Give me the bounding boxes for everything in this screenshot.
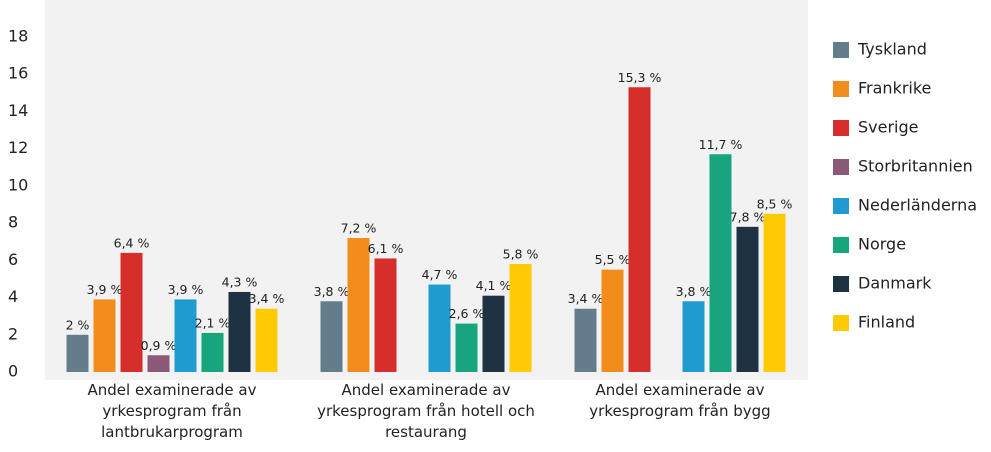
value-label: 8,5 % xyxy=(757,196,793,211)
legend-swatch xyxy=(833,237,849,253)
legend-label: Frankrike xyxy=(858,79,931,98)
value-label: 2 % xyxy=(66,317,90,332)
bar xyxy=(509,264,532,372)
legend-swatch xyxy=(833,198,849,214)
value-label: 5,5 % xyxy=(595,252,631,267)
legend-swatch xyxy=(833,159,849,175)
legend-label: Storbritannien xyxy=(858,157,973,176)
value-label: 2,6 % xyxy=(449,306,485,321)
y-tick-label: 14 xyxy=(8,101,28,120)
bar xyxy=(228,291,251,372)
value-label: 4,1 % xyxy=(476,278,512,293)
y-tick-label: 18 xyxy=(8,27,28,46)
value-label: 6,4 % xyxy=(114,235,150,250)
value-label: 6,1 % xyxy=(368,241,404,256)
bar xyxy=(736,226,759,372)
plot-background xyxy=(45,0,808,380)
bar xyxy=(455,323,478,372)
value-label: 2,1 % xyxy=(195,315,231,330)
bar xyxy=(347,238,370,372)
legend-swatch xyxy=(833,42,849,58)
bar xyxy=(601,269,624,372)
legend-label: Danmark xyxy=(858,274,932,293)
y-tick-label: 2 xyxy=(8,324,18,343)
bar xyxy=(66,334,89,372)
value-label: 7,2 % xyxy=(341,221,377,236)
value-label: 3,9 % xyxy=(168,282,204,297)
value-label: 5,8 % xyxy=(503,247,539,262)
legend-label: Finland xyxy=(858,313,915,332)
x-tick-label: Andel examinerade av yrkesprogram från b… xyxy=(589,381,771,420)
bar xyxy=(574,308,597,372)
value-label: 4,3 % xyxy=(222,274,258,289)
y-tick-label: 10 xyxy=(8,175,28,194)
legend-label: Norge xyxy=(858,235,906,254)
legend-swatch xyxy=(833,276,849,292)
bar xyxy=(120,252,143,372)
bar xyxy=(628,87,651,372)
y-tick-label: 6 xyxy=(8,250,18,269)
bar xyxy=(374,258,397,372)
legend-swatch xyxy=(833,315,849,331)
bar xyxy=(428,284,451,372)
value-label: 3,4 % xyxy=(249,291,285,306)
bar xyxy=(482,295,505,372)
value-label: 11,7 % xyxy=(699,137,743,152)
value-label: 4,7 % xyxy=(422,267,458,282)
value-label: 3,9 % xyxy=(87,282,123,297)
bar xyxy=(320,301,343,372)
legend-swatch xyxy=(833,81,849,97)
bar xyxy=(763,213,786,372)
y-tick-label: 0 xyxy=(8,362,18,381)
bar xyxy=(174,299,197,372)
bar xyxy=(255,308,278,372)
legend-label: Nederländerna xyxy=(858,196,977,215)
y-tick-label: 8 xyxy=(8,213,18,232)
value-label: 0,9 % xyxy=(141,338,177,353)
y-tick-label: 16 xyxy=(8,64,28,83)
y-tick-label: 12 xyxy=(8,138,28,157)
y-tick-label: 4 xyxy=(8,287,18,306)
value-label: 3,8 % xyxy=(314,284,350,299)
bar xyxy=(709,154,732,372)
legend-label: Tyskland xyxy=(857,40,927,59)
x-tick-label: Andel examinerade av yrkesprogram från l… xyxy=(87,381,257,441)
legend-swatch xyxy=(833,120,849,136)
value-label: 3,4 % xyxy=(568,291,604,306)
value-label: 3,8 % xyxy=(676,284,712,299)
bar xyxy=(682,301,705,372)
bar xyxy=(201,332,224,372)
value-label: 7,8 % xyxy=(730,209,766,224)
bar xyxy=(147,355,170,372)
x-tick-label: Andel examinerade av yrkesprogram från h… xyxy=(317,381,535,441)
bar xyxy=(93,299,116,372)
value-label: 15,3 % xyxy=(618,70,662,85)
legend-label: Sverige xyxy=(858,118,919,137)
